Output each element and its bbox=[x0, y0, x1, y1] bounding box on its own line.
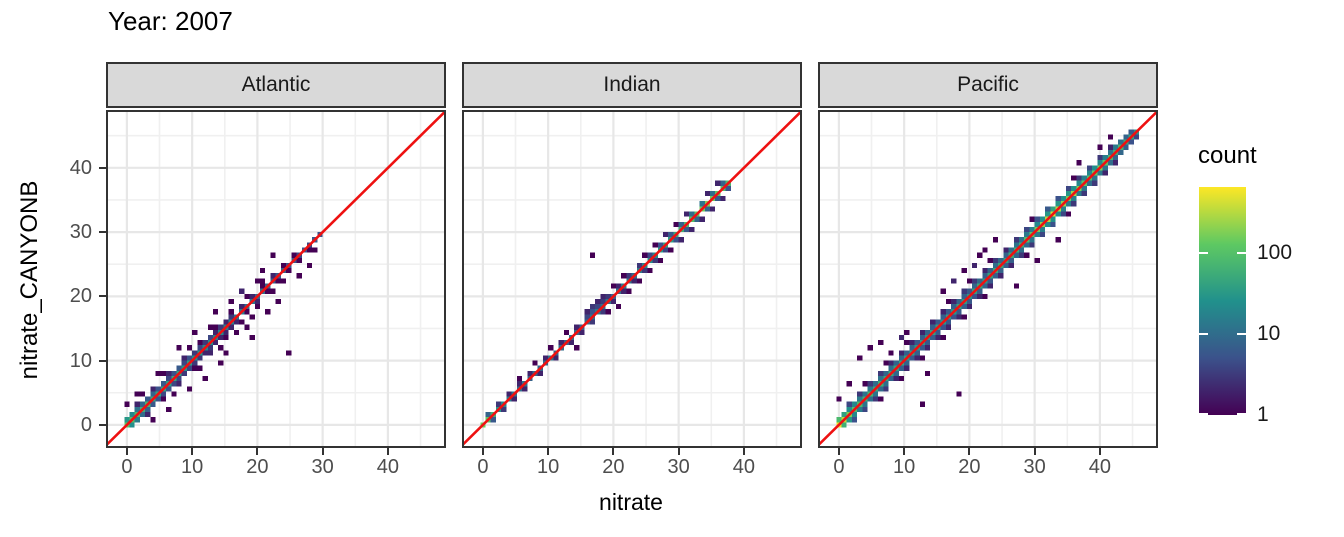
x-tick-label: 10 bbox=[893, 456, 916, 478]
x-tick-mark bbox=[125, 448, 128, 455]
facet-strip-indian: Indian bbox=[462, 62, 802, 108]
x-tick-label: 10 bbox=[537, 456, 560, 478]
plot-title: Year: 2007 bbox=[108, 6, 233, 36]
x-tick-label: 30 bbox=[667, 456, 690, 478]
y-tick-mark bbox=[99, 231, 106, 234]
facet-strip-pacific: Pacific bbox=[818, 62, 1158, 108]
legend-tick-label: 10 bbox=[1257, 321, 1281, 345]
x-tick-mark bbox=[1098, 448, 1101, 455]
legend-tick-mark bbox=[1199, 413, 1208, 415]
legend-colorbar bbox=[1199, 187, 1246, 415]
x-tick-mark bbox=[903, 448, 906, 455]
legend-title: count bbox=[1198, 142, 1257, 169]
y-tick-label: 20 bbox=[69, 285, 92, 308]
x-tick-mark bbox=[612, 448, 615, 455]
x-tick-mark bbox=[968, 448, 971, 455]
x-tick-mark bbox=[837, 448, 840, 455]
x-tick-mark bbox=[191, 448, 194, 455]
y-axis-title: nitrate_CANYONB bbox=[16, 180, 43, 380]
x-tick-label: 40 bbox=[732, 456, 756, 478]
x-axis-title: nitrate bbox=[599, 489, 663, 515]
facet-label-atlantic: Atlantic bbox=[241, 73, 311, 96]
y-tick-label: 40 bbox=[69, 156, 92, 179]
grid-lines bbox=[462, 110, 802, 448]
legend-tick-mark bbox=[1199, 332, 1208, 335]
x-tick-label: 20 bbox=[602, 456, 625, 478]
x-tick-label: 0 bbox=[121, 456, 133, 478]
x-tick-label: 40 bbox=[1088, 456, 1112, 478]
x-tick-mark bbox=[742, 448, 745, 455]
legend-tick-mark bbox=[1237, 413, 1246, 415]
legend-tick-mark bbox=[1199, 251, 1208, 254]
identity-line bbox=[106, 110, 446, 447]
panel-pacific bbox=[818, 110, 1158, 448]
x-tick-mark bbox=[1033, 448, 1036, 455]
facet-label-indian: Indian bbox=[603, 73, 661, 96]
x-tick-mark bbox=[256, 448, 259, 455]
x-tick-label: 10 bbox=[181, 456, 204, 478]
x-tick-mark bbox=[386, 448, 389, 455]
y-tick-mark bbox=[99, 423, 106, 426]
x-tick-label: 20 bbox=[246, 456, 269, 478]
x-tick-mark bbox=[677, 448, 680, 455]
legend-tick-mark bbox=[1237, 251, 1246, 254]
y-tick-mark bbox=[99, 295, 106, 298]
y-tick-mark bbox=[99, 359, 106, 362]
x-tick-label: 30 bbox=[311, 456, 334, 478]
x-tick-mark bbox=[321, 448, 324, 455]
panel-border bbox=[462, 110, 802, 448]
x-tick-mark bbox=[481, 448, 484, 455]
facet-strip-atlantic: Atlantic bbox=[106, 62, 446, 108]
panel-indian bbox=[462, 110, 802, 448]
x-tick-mark bbox=[547, 448, 550, 455]
legend-tick-label: 1 bbox=[1257, 403, 1269, 426]
x-tick-label: 40 bbox=[376, 456, 400, 478]
y-tick-label: 30 bbox=[69, 221, 92, 244]
facet-label-pacific: Pacific bbox=[957, 73, 1019, 96]
legend-tick-mark bbox=[1237, 332, 1246, 335]
y-tick-mark bbox=[99, 166, 106, 169]
y-tick-label: 10 bbox=[69, 349, 92, 372]
x-tick-label: 0 bbox=[833, 456, 845, 478]
identity-line bbox=[818, 110, 1158, 447]
grid-lines bbox=[818, 110, 1158, 448]
panel-border bbox=[818, 110, 1158, 448]
panel-atlantic bbox=[106, 110, 446, 448]
panel-border bbox=[106, 110, 446, 448]
x-tick-label: 0 bbox=[477, 456, 489, 478]
legend-tick-label: 100 bbox=[1257, 240, 1293, 264]
identity-line bbox=[462, 110, 802, 447]
x-tick-label: 20 bbox=[958, 456, 981, 478]
y-tick-label: 0 bbox=[80, 413, 92, 436]
x-tick-label: 30 bbox=[1023, 456, 1046, 478]
